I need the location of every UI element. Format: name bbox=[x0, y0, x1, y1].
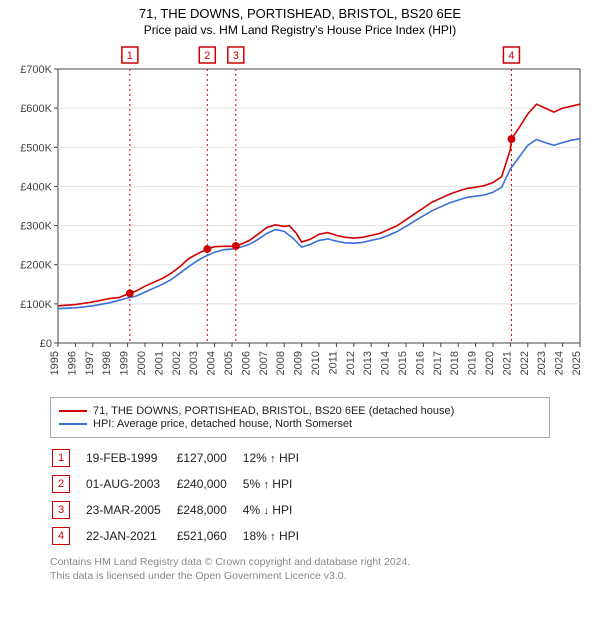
svg-text:£500K: £500K bbox=[20, 142, 52, 154]
svg-text:2021: 2021 bbox=[501, 351, 513, 375]
svg-text:2024: 2024 bbox=[554, 351, 566, 375]
title-line-2: Price paid vs. HM Land Registry's House … bbox=[10, 23, 590, 37]
legend: 71, THE DOWNS, PORTISHEAD, BRISTOL, BS20… bbox=[50, 397, 550, 438]
svg-text:3: 3 bbox=[233, 50, 239, 62]
svg-text:2014: 2014 bbox=[380, 351, 392, 375]
legend-swatch bbox=[59, 423, 87, 425]
svg-text:2005: 2005 bbox=[223, 351, 235, 375]
chart-container: 71, THE DOWNS, PORTISHEAD, BRISTOL, BS20… bbox=[0, 0, 600, 593]
svg-text:2010: 2010 bbox=[310, 351, 322, 375]
svg-text:2025: 2025 bbox=[571, 351, 583, 375]
event-row: 422-JAN-2021£521,06018% ↑ HPI bbox=[52, 524, 313, 548]
event-num: 3 bbox=[52, 498, 84, 522]
svg-text:2016: 2016 bbox=[414, 351, 426, 375]
svg-text:2008: 2008 bbox=[275, 351, 287, 375]
svg-text:2013: 2013 bbox=[362, 351, 374, 375]
event-date: 23-MAR-2005 bbox=[86, 498, 175, 522]
event-row: 201-AUG-2003£240,0005% ↑ HPI bbox=[52, 472, 313, 496]
svg-text:1996: 1996 bbox=[66, 351, 78, 375]
event-num: 1 bbox=[52, 446, 84, 470]
event-price: £240,000 bbox=[177, 472, 241, 496]
svg-text:2000: 2000 bbox=[136, 351, 148, 375]
svg-text:2006: 2006 bbox=[240, 351, 252, 375]
footnote-line-2: This data is licensed under the Open Gov… bbox=[50, 570, 588, 584]
svg-text:2022: 2022 bbox=[519, 351, 531, 375]
event-pct: 5% ↑ HPI bbox=[243, 472, 313, 496]
legend-swatch bbox=[59, 410, 87, 412]
svg-text:£400K: £400K bbox=[20, 181, 52, 193]
svg-text:2011: 2011 bbox=[327, 351, 339, 375]
event-pct: 12% ↑ HPI bbox=[243, 446, 313, 470]
events-table: 119-FEB-1999£127,00012% ↑ HPI201-AUG-200… bbox=[50, 444, 315, 550]
event-date: 01-AUG-2003 bbox=[86, 472, 175, 496]
svg-text:£200K: £200K bbox=[20, 260, 52, 272]
event-row: 323-MAR-2005£248,0004% ↓ HPI bbox=[52, 498, 313, 522]
legend-row: 71, THE DOWNS, PORTISHEAD, BRISTOL, BS20… bbox=[59, 405, 541, 417]
event-num: 4 bbox=[52, 524, 84, 548]
svg-text:2012: 2012 bbox=[345, 351, 357, 375]
svg-text:2017: 2017 bbox=[432, 351, 444, 375]
svg-text:£100K: £100K bbox=[20, 299, 52, 311]
title-line-1: 71, THE DOWNS, PORTISHEAD, BRISTOL, BS20… bbox=[10, 6, 590, 21]
svg-text:2007: 2007 bbox=[258, 351, 270, 375]
legend-row: HPI: Average price, detached house, Nort… bbox=[59, 418, 541, 430]
svg-text:1995: 1995 bbox=[49, 351, 61, 375]
svg-text:2020: 2020 bbox=[484, 351, 496, 375]
svg-text:2004: 2004 bbox=[206, 351, 218, 375]
svg-text:2009: 2009 bbox=[293, 351, 305, 375]
event-price: £248,000 bbox=[177, 498, 241, 522]
chart-area: £0 £100K £200K £300K £400K £500K £600K £700K 199… bbox=[10, 41, 590, 391]
event-pct: 4% ↓ HPI bbox=[243, 498, 313, 522]
svg-text:£600K: £600K bbox=[20, 103, 52, 115]
svg-text:2001: 2001 bbox=[153, 351, 165, 375]
svg-text:£0: £0 bbox=[40, 338, 52, 350]
svg-text:2023: 2023 bbox=[536, 351, 548, 375]
svg-text:4: 4 bbox=[508, 50, 514, 62]
event-row: 119-FEB-1999£127,00012% ↑ HPI bbox=[52, 446, 313, 470]
svg-text:2019: 2019 bbox=[467, 351, 479, 375]
legend-label: 71, THE DOWNS, PORTISHEAD, BRISTOL, BS20… bbox=[93, 405, 454, 417]
svg-text:£300K: £300K bbox=[20, 221, 52, 233]
svg-text:£700K: £700K bbox=[20, 64, 52, 76]
svg-text:2: 2 bbox=[204, 50, 210, 62]
svg-text:1999: 1999 bbox=[119, 351, 131, 375]
event-date: 19-FEB-1999 bbox=[86, 446, 175, 470]
event-price: £521,060 bbox=[177, 524, 241, 548]
svg-text:2003: 2003 bbox=[188, 351, 200, 375]
footnote: Contains HM Land Registry data © Crown c… bbox=[50, 556, 588, 583]
svg-text:2018: 2018 bbox=[449, 351, 461, 375]
svg-text:1: 1 bbox=[127, 50, 133, 62]
svg-text:2002: 2002 bbox=[171, 351, 183, 375]
legend-label: HPI: Average price, detached house, Nort… bbox=[93, 418, 352, 430]
event-pct: 18% ↑ HPI bbox=[243, 524, 313, 548]
event-num: 2 bbox=[52, 472, 84, 496]
event-date: 22-JAN-2021 bbox=[86, 524, 175, 548]
svg-text:2015: 2015 bbox=[397, 351, 409, 375]
svg-text:1997: 1997 bbox=[84, 351, 96, 375]
event-price: £127,000 bbox=[177, 446, 241, 470]
svg-text:1998: 1998 bbox=[101, 351, 113, 375]
footnote-line-1: Contains HM Land Registry data © Crown c… bbox=[50, 556, 588, 570]
chart-svg: £0 £100K £200K £300K £400K £500K £600K £700K 199… bbox=[10, 41, 590, 391]
